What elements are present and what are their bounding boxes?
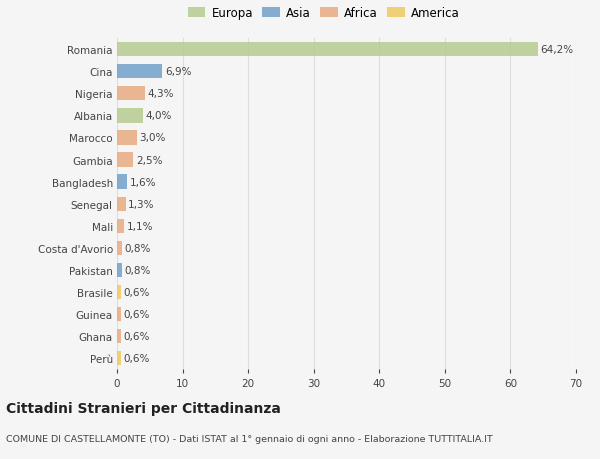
Text: 1,3%: 1,3% xyxy=(128,199,155,209)
Bar xyxy=(117,219,124,234)
Text: 4,3%: 4,3% xyxy=(148,89,175,99)
Bar xyxy=(117,329,121,344)
Text: 4,0%: 4,0% xyxy=(146,111,172,121)
Text: 0,6%: 0,6% xyxy=(124,309,150,319)
Bar xyxy=(117,109,143,123)
Bar xyxy=(117,131,137,146)
Bar xyxy=(117,197,125,212)
Text: 1,6%: 1,6% xyxy=(130,177,157,187)
Text: 3,0%: 3,0% xyxy=(139,133,166,143)
Bar xyxy=(117,351,121,366)
Text: Cittadini Stranieri per Cittadinanza: Cittadini Stranieri per Cittadinanza xyxy=(6,402,281,415)
Bar xyxy=(117,175,127,190)
Bar xyxy=(117,87,145,101)
Text: 1,1%: 1,1% xyxy=(127,221,154,231)
Text: 64,2%: 64,2% xyxy=(541,45,574,55)
Bar xyxy=(117,65,162,79)
Text: 0,8%: 0,8% xyxy=(125,243,151,253)
Bar xyxy=(117,285,121,300)
Text: 6,9%: 6,9% xyxy=(165,67,191,77)
Bar xyxy=(117,307,121,322)
Text: COMUNE DI CASTELLAMONTE (TO) - Dati ISTAT al 1° gennaio di ogni anno - Elaborazi: COMUNE DI CASTELLAMONTE (TO) - Dati ISTA… xyxy=(6,434,493,443)
Text: 0,6%: 0,6% xyxy=(124,353,150,364)
Legend: Europa, Asia, Africa, America: Europa, Asia, Africa, America xyxy=(188,7,460,20)
Text: 2,5%: 2,5% xyxy=(136,155,163,165)
Bar xyxy=(117,43,538,57)
Text: 0,8%: 0,8% xyxy=(125,265,151,275)
Bar xyxy=(117,241,122,256)
Bar xyxy=(117,263,122,278)
Bar xyxy=(117,153,133,168)
Text: 0,6%: 0,6% xyxy=(124,331,150,341)
Text: 0,6%: 0,6% xyxy=(124,287,150,297)
